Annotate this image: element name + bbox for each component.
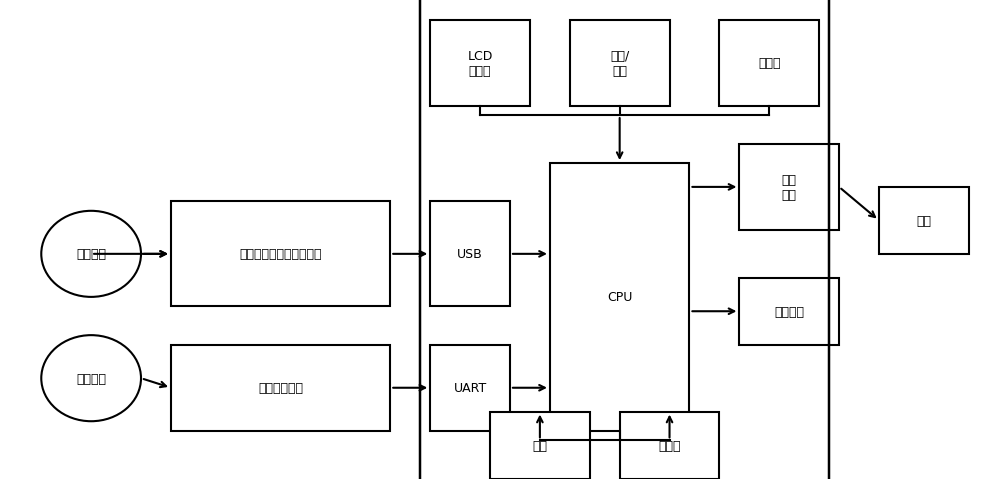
FancyBboxPatch shape [171, 202, 390, 307]
Text: 超声探头: 超声探头 [76, 248, 106, 261]
FancyBboxPatch shape [550, 164, 689, 431]
Ellipse shape [41, 336, 141, 421]
Text: 音频
功放: 音频 功放 [782, 174, 797, 202]
Ellipse shape [41, 211, 141, 297]
Text: LCD
显示屏: LCD 显示屏 [467, 49, 493, 77]
Bar [420, 0, 829, 480]
Text: 通讯接口: 通讯接口 [774, 305, 804, 318]
FancyBboxPatch shape [570, 21, 670, 107]
Text: 内存: 内存 [532, 439, 547, 452]
FancyBboxPatch shape [739, 144, 839, 230]
Text: UART: UART [453, 382, 487, 395]
FancyBboxPatch shape [490, 412, 590, 479]
Text: 超声多普勒血流检测模块: 超声多普勒血流检测模块 [239, 248, 322, 261]
FancyBboxPatch shape [739, 278, 839, 345]
Text: USB: USB [457, 248, 483, 261]
Text: 存储器: 存储器 [658, 439, 681, 452]
FancyBboxPatch shape [430, 21, 530, 107]
FancyBboxPatch shape [171, 345, 390, 431]
Text: 心电检测模块: 心电检测模块 [258, 382, 303, 395]
Text: 喇叭: 喇叭 [916, 215, 931, 228]
FancyBboxPatch shape [430, 202, 510, 307]
FancyBboxPatch shape [430, 345, 510, 431]
Text: 触摸屏: 触摸屏 [758, 57, 780, 70]
FancyBboxPatch shape [620, 412, 719, 479]
FancyBboxPatch shape [879, 188, 969, 254]
Text: 心电导联: 心电导联 [76, 372, 106, 385]
FancyBboxPatch shape [719, 21, 819, 107]
Text: 键盘/
按键: 键盘/ 按键 [610, 49, 629, 77]
Text: CPU: CPU [607, 291, 632, 304]
